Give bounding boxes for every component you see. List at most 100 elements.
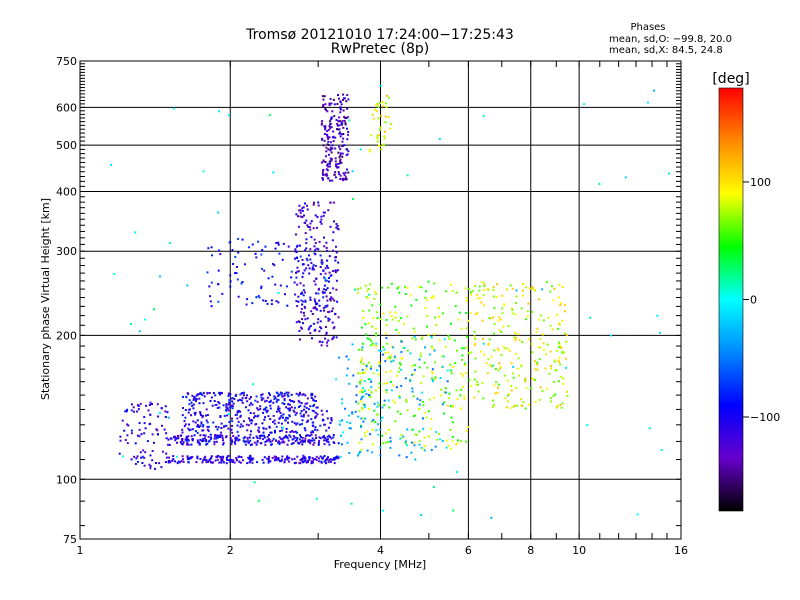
data-point	[473, 378, 476, 381]
data-point	[314, 416, 317, 419]
data-point	[420, 381, 423, 384]
data-point	[503, 303, 506, 306]
data-point	[329, 201, 332, 204]
data-point	[217, 300, 220, 303]
data-point	[164, 405, 167, 408]
data-point	[510, 389, 513, 392]
data-point	[534, 378, 537, 381]
data-point	[659, 331, 662, 334]
data-point	[186, 284, 189, 287]
data-point	[197, 393, 199, 396]
data-point	[235, 457, 238, 459]
data-point	[487, 342, 490, 345]
data-point	[275, 458, 278, 461]
data-point	[207, 435, 210, 438]
data-point	[322, 292, 325, 295]
data-point	[320, 327, 323, 330]
data-point	[202, 391, 205, 394]
data-point	[334, 171, 337, 174]
data-point	[202, 170, 205, 173]
data-point	[215, 403, 218, 406]
data-point	[165, 432, 168, 435]
data-point	[218, 110, 220, 113]
data-point	[343, 97, 346, 100]
data-point	[229, 393, 232, 396]
data-point	[398, 367, 401, 370]
data-point	[265, 411, 268, 414]
data-point	[278, 417, 281, 420]
data-point	[513, 404, 516, 407]
data-point	[332, 434, 335, 436]
data-point	[223, 414, 226, 417]
data-point	[480, 350, 482, 353]
data-point	[281, 258, 284, 261]
data-point	[252, 457, 255, 460]
data-point	[541, 333, 544, 336]
y-tick-label: 750	[56, 55, 77, 68]
data-point	[331, 239, 334, 242]
data-point	[286, 436, 288, 439]
data-point	[319, 326, 322, 329]
data-point	[249, 459, 252, 462]
data-point	[412, 395, 415, 398]
data-point	[583, 103, 586, 106]
data-point	[138, 330, 141, 333]
data-point	[277, 394, 280, 397]
data-point	[305, 406, 308, 409]
data-point	[385, 432, 388, 435]
data-point	[192, 399, 195, 401]
data-point	[522, 283, 524, 285]
data-point	[399, 437, 402, 440]
data-point	[338, 156, 341, 159]
data-point	[427, 280, 430, 283]
data-point	[242, 394, 245, 397]
data-point	[284, 293, 286, 296]
data-point	[336, 166, 339, 169]
data-point	[566, 394, 569, 397]
data-point	[392, 384, 395, 387]
data-point	[425, 325, 428, 328]
data-point	[242, 439, 245, 442]
data-point	[441, 355, 444, 357]
data-point	[412, 327, 415, 330]
data-point	[461, 358, 463, 361]
data-point	[295, 300, 298, 303]
data-point	[444, 345, 447, 348]
data-point	[322, 160, 325, 163]
data-point	[564, 332, 567, 335]
data-point	[379, 454, 382, 457]
data-point	[356, 292, 359, 294]
data-point	[318, 240, 321, 243]
data-point	[248, 436, 251, 439]
data-point	[339, 154, 342, 157]
data-point	[388, 429, 390, 431]
data-point	[560, 302, 562, 304]
data-point	[320, 215, 323, 218]
data-point	[335, 256, 337, 258]
data-point	[347, 171, 350, 174]
data-point	[560, 345, 563, 348]
data-point	[342, 137, 345, 140]
data-point	[337, 456, 340, 459]
data-point	[304, 402, 307, 405]
data-point	[326, 304, 329, 307]
data-point	[556, 405, 559, 407]
data-point	[420, 391, 423, 394]
data-point	[497, 386, 500, 389]
chart-title: Tromsø 20121010 17:24:00−17:25:43	[245, 27, 514, 43]
data-point	[397, 331, 400, 334]
data-point	[327, 140, 330, 143]
data-point	[182, 460, 185, 463]
data-point	[531, 286, 534, 289]
data-point	[521, 341, 524, 344]
data-point	[521, 289, 524, 292]
data-point	[282, 416, 284, 419]
data-point	[292, 442, 295, 445]
data-point	[313, 245, 316, 248]
data-point	[209, 438, 212, 441]
data-point	[385, 371, 387, 374]
data-point	[328, 310, 331, 313]
data-point	[209, 300, 212, 303]
data-point	[328, 255, 331, 258]
data-point	[309, 258, 312, 261]
